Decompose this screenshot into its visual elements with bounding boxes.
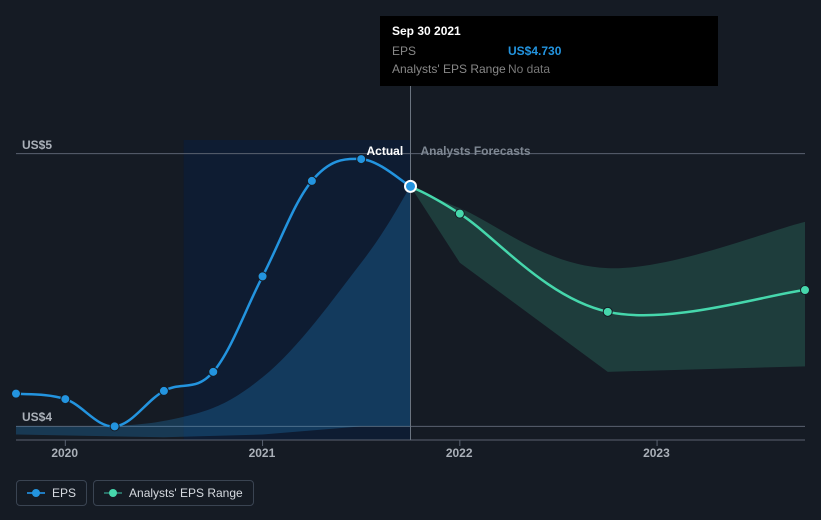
chart-tooltip: Sep 30 2021 EPS US$4.730 Analysts' EPS R… (380, 16, 718, 86)
y-axis-label: US$5 (22, 138, 52, 152)
tooltip-row-eps: EPS US$4.730 (392, 42, 706, 60)
tooltip-date: Sep 30 2021 (392, 24, 706, 38)
legend-item-range[interactable]: Analysts' EPS Range (93, 480, 254, 506)
eps-chart: US$5 US$4 2020 2021 2022 2023 Actual Ana… (0, 0, 821, 520)
chart-legend: EPS Analysts' EPS Range (16, 480, 254, 506)
tooltip-row-range: Analysts' EPS Range No data (392, 60, 706, 78)
x-axis-label: 2020 (51, 446, 78, 460)
legend-swatch-icon (27, 489, 45, 497)
tooltip-value: No data (508, 62, 550, 76)
forecast-region-label: Analysts Forecasts (421, 144, 531, 158)
x-axis-label: 2021 (249, 446, 276, 460)
legend-label: EPS (52, 486, 76, 500)
x-axis-label: 2022 (446, 446, 473, 460)
legend-label: Analysts' EPS Range (129, 486, 243, 500)
tooltip-key: EPS (392, 44, 508, 58)
legend-item-eps[interactable]: EPS (16, 480, 87, 506)
y-axis-label: US$4 (22, 410, 52, 424)
tooltip-key: Analysts' EPS Range (392, 62, 508, 76)
legend-swatch-icon (104, 489, 122, 497)
x-axis-label: 2023 (643, 446, 670, 460)
actual-region-label: Actual (367, 144, 404, 158)
tooltip-value: US$4.730 (508, 44, 561, 58)
